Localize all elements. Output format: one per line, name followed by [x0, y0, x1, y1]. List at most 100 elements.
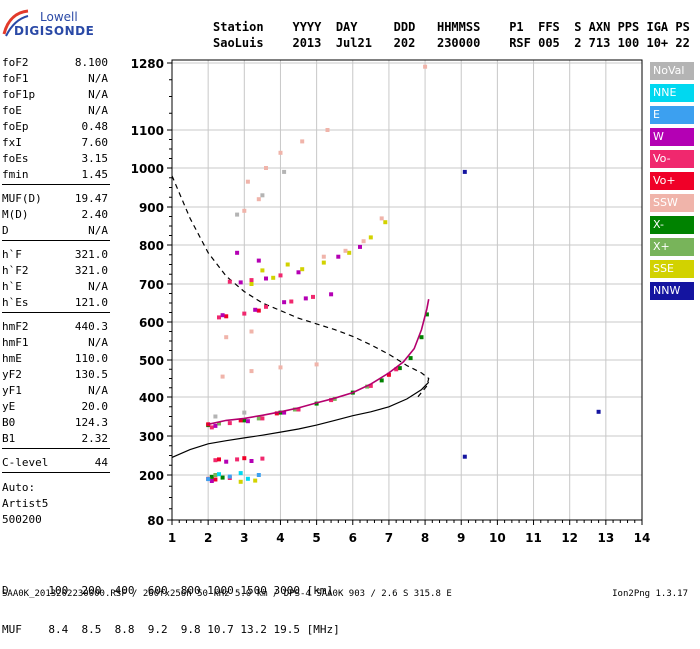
- param-row-h-f2: h`F2 321.0: [2, 264, 108, 278]
- trace-point-nnw: [596, 409, 601, 414]
- param-name: fxI: [2, 136, 22, 149]
- legend-item-e: E: [650, 106, 694, 124]
- param-value: N/A: [88, 104, 108, 117]
- trace-point-ssw: [264, 166, 268, 170]
- trace-point-ssw: [242, 208, 247, 213]
- param-row-h-e: h`E N/A: [2, 280, 108, 294]
- trace-point-ssw: [379, 216, 384, 221]
- y-tick-label: 400: [139, 391, 164, 405]
- y-tick-label: 1000: [131, 162, 164, 176]
- param-name: foF2: [2, 56, 29, 69]
- trace-point-vo: [260, 456, 265, 461]
- trace-point-sse: [300, 267, 305, 272]
- trace-point-x: [217, 421, 221, 426]
- param-divider: [2, 240, 110, 241]
- param-name: foEs: [2, 152, 29, 165]
- param-value: N/A: [88, 224, 108, 237]
- x-tick-label: 8: [421, 531, 429, 545]
- x-tick-label: 10: [489, 531, 506, 545]
- param-row-fof1p: foF1p N/A: [2, 88, 108, 102]
- x-tick-label: 14: [634, 531, 651, 545]
- trace-point-w: [256, 258, 261, 263]
- trace-point-vo: [289, 299, 294, 304]
- param-row-c-level: C-level 44: [2, 456, 108, 470]
- param-name: yF1: [2, 384, 22, 397]
- y-tick-label: 1100: [131, 124, 164, 138]
- trace-point-e: [256, 473, 261, 477]
- param-row-hmf2: hmF2 440.3: [2, 320, 108, 334]
- solid-profile-curve: [171, 381, 430, 458]
- station-header: Station YYYY DAY DDD HHMMSS P1 FFS S AXN…: [213, 19, 690, 51]
- trace-point-vo: [235, 457, 240, 462]
- trace-point-w: [282, 300, 287, 305]
- trace-point-w: [282, 410, 287, 415]
- trace-point-w: [235, 250, 240, 255]
- legend-item-noval: NoVal: [650, 62, 694, 80]
- trace-point-w: [220, 313, 225, 318]
- param-row-m-d-: M(D) 2.40: [2, 208, 108, 222]
- trace-point-vo: [213, 458, 218, 463]
- auto-artist: Artist5: [2, 497, 49, 510]
- x-tick-label: 12: [561, 531, 578, 545]
- trace-point-x: [213, 473, 218, 477]
- trace-point-sse: [253, 478, 258, 483]
- trace-point-vo: [264, 304, 268, 309]
- legend-item-w: W: [650, 128, 694, 146]
- trace-point-vo: [242, 311, 247, 316]
- trace-point-sse: [321, 260, 326, 265]
- version-label: Ion2Png 1.3.17: [612, 589, 688, 599]
- param-value: 8.100: [74, 56, 108, 69]
- trace-point-nnw: [462, 454, 467, 459]
- trace-point-e: [227, 474, 232, 479]
- trace-point-vo: [296, 407, 301, 412]
- param-name: h`F: [2, 248, 22, 261]
- param-value: N/A: [88, 384, 108, 397]
- digisonde-logo: Lowell DIGISONDE: [2, 6, 94, 44]
- param-name: foF1: [2, 72, 29, 85]
- trace-point-vo: [311, 294, 315, 299]
- trace-point-vo: [242, 456, 247, 461]
- y-tick-label: 800: [139, 239, 164, 253]
- param-value: 321.0: [74, 248, 108, 261]
- trace-point-vo: [227, 421, 232, 426]
- param-row-fmin: fmin 1.45: [2, 168, 108, 182]
- trace-point-ssw: [423, 64, 428, 69]
- trace-point-w: [224, 459, 229, 464]
- x-tick-label: 7: [385, 531, 393, 545]
- param-value: 1.45: [81, 168, 109, 181]
- x-tick-label: 1: [168, 531, 176, 545]
- param-name: MUF(D): [2, 192, 42, 205]
- trace-point-nne: [238, 471, 243, 476]
- trace-point-vo: [368, 383, 373, 388]
- param-row-fof1: foF1 N/A: [2, 72, 108, 86]
- param-value: N/A: [88, 72, 108, 85]
- param-name: foF1p: [2, 88, 36, 101]
- trace-point-ssw: [321, 254, 326, 259]
- y-tick-label: 200: [139, 469, 164, 483]
- trace-point-ssw: [278, 150, 283, 155]
- trace-point-x: [292, 407, 297, 412]
- param-row-foes: foEs 3.15: [2, 152, 108, 166]
- trace-point-noval: [235, 212, 240, 217]
- trace-point-w: [296, 270, 301, 275]
- param-divider: [2, 184, 110, 185]
- param-row-fof2: foF2 8.100: [2, 56, 108, 70]
- param-name: h`Es: [2, 296, 29, 309]
- param-value: 130.5: [74, 368, 108, 381]
- trace-point-x: [242, 418, 247, 423]
- trace-point-ssw: [314, 362, 319, 367]
- x-tick-label: 3: [240, 531, 248, 545]
- param-value: 121.0: [74, 296, 108, 309]
- trace-point-ssw: [256, 197, 261, 202]
- trace-point-sse: [347, 250, 352, 255]
- trace-point-vo: [329, 398, 334, 403]
- param-name: hmF1: [2, 336, 29, 349]
- trace-point-vo: [224, 314, 229, 319]
- trace-point-x: [256, 416, 261, 421]
- y-tick-label: 900: [139, 201, 164, 215]
- trace-point-w: [329, 292, 334, 297]
- param-row-b1: B1 2.32: [2, 432, 108, 446]
- x-tick-label: 2: [204, 531, 212, 545]
- param-row-hmf1: hmF1 N/A: [2, 336, 108, 350]
- param-row-foe: foE N/A: [2, 104, 108, 118]
